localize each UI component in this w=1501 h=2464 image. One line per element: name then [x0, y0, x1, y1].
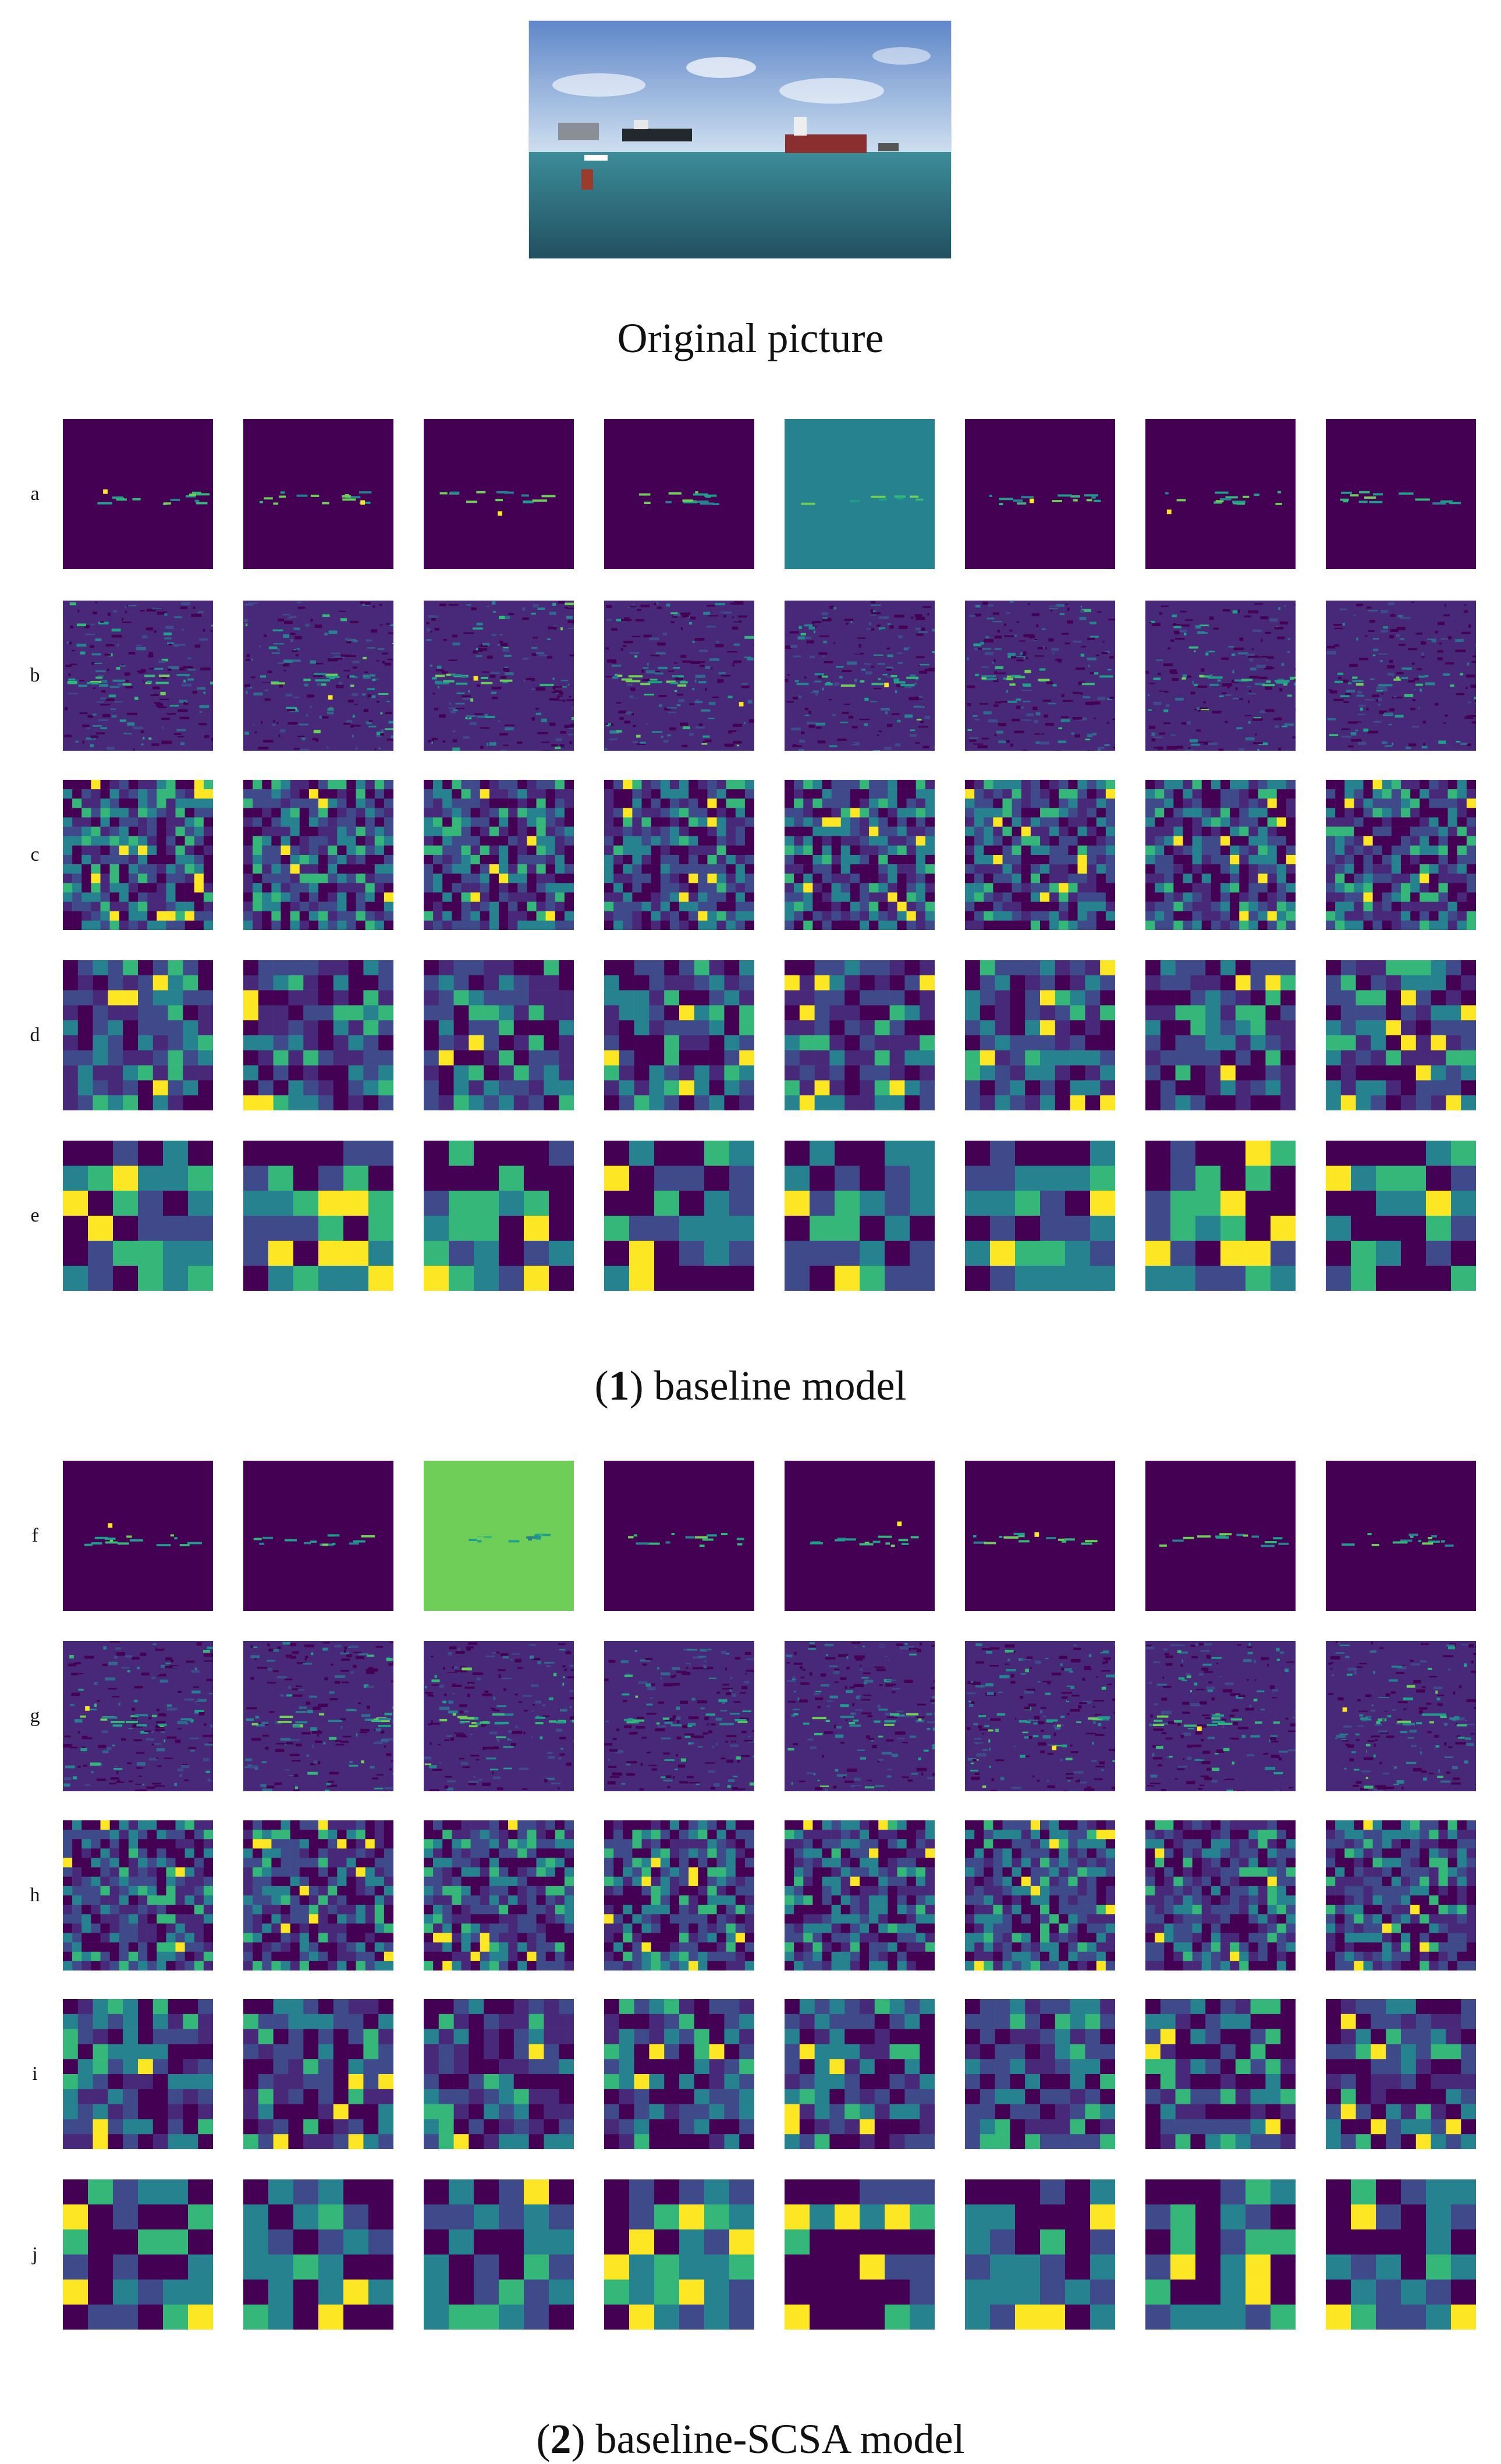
row-label-i: i [32, 2063, 38, 2085]
feature-map-e-1 [63, 1141, 213, 1291]
baseline-caption-number: 1 [608, 1362, 630, 1409]
feature-map-f-3 [424, 1461, 574, 1611]
feature-map-h-2 [243, 1820, 393, 1971]
baseline-caption-text: baseline model [654, 1362, 907, 1409]
row-label-g: g [30, 1705, 40, 1727]
row-label-h: h [30, 1884, 40, 1906]
feature-map-c-4 [604, 780, 754, 930]
feature-map-e-7 [1145, 1141, 1296, 1291]
feature-map-f-5 [785, 1461, 935, 1611]
feature-map-a-4 [604, 419, 754, 569]
feature-map-j-5 [785, 2179, 935, 2330]
feature-map-d-1 [63, 960, 213, 1110]
feature-map-b-8 [1326, 601, 1476, 751]
feature-map-c-2 [243, 780, 393, 930]
feature-map-g-6 [965, 1641, 1115, 1791]
feature-map-e-3 [424, 1141, 574, 1291]
ocean-ships-image [529, 21, 951, 258]
feature-map-d-5 [785, 960, 935, 1110]
feature-map-d-3 [424, 960, 574, 1110]
feature-map-j-8 [1326, 2179, 1476, 2330]
row-label-b: b [30, 665, 40, 686]
feature-map-g-3 [424, 1641, 574, 1791]
feature-map-b-4 [604, 601, 754, 751]
scsa-caption-text: baseline-SCSA model [595, 2416, 965, 2462]
feature-map-d-4 [604, 960, 754, 1110]
feature-map-e-5 [785, 1141, 935, 1291]
feature-map-c-5 [785, 780, 935, 930]
feature-map-g-1 [63, 1641, 213, 1791]
feature-map-j-2 [243, 2179, 393, 2330]
feature-map-e-8 [1326, 1141, 1476, 1291]
feature-map-j-1 [63, 2179, 213, 2330]
row-label-e: e [30, 1205, 40, 1226]
feature-map-e-4 [604, 1141, 754, 1291]
feature-map-j-6 [965, 2179, 1115, 2330]
original-picture-caption: Original picture [617, 315, 884, 361]
feature-map-e-6 [965, 1141, 1115, 1291]
feature-map-d-7 [1145, 960, 1296, 1110]
feature-map-i-6 [965, 1999, 1115, 2149]
feature-map-b-7 [1145, 601, 1296, 751]
feature-map-g-8 [1326, 1641, 1476, 1791]
feature-map-a-8 [1326, 419, 1476, 569]
feature-map-h-7 [1145, 1820, 1296, 1971]
feature-map-i-2 [243, 1999, 393, 2149]
feature-map-f-4 [604, 1461, 754, 1611]
feature-map-h-5 [785, 1820, 935, 1971]
feature-map-c-7 [1145, 780, 1296, 930]
row-label-f: f [31, 1525, 38, 1546]
feature-map-a-1 [63, 419, 213, 569]
feature-map-h-4 [604, 1820, 754, 1971]
feature-map-f-6 [965, 1461, 1115, 1611]
row-label-c: c [30, 844, 40, 865]
feature-map-j-4 [604, 2179, 754, 2330]
feature-map-h-8 [1326, 1820, 1476, 1971]
feature-map-d-8 [1326, 960, 1476, 1110]
feature-map-f-7 [1145, 1461, 1296, 1611]
feature-map-c-6 [965, 780, 1115, 930]
feature-map-a-7 [1145, 419, 1296, 569]
feature-map-h-1 [63, 1820, 213, 1971]
feature-map-d-6 [965, 960, 1115, 1110]
baseline-caption: (1) baseline model [594, 1362, 907, 1409]
row-label-a: a [30, 483, 40, 505]
feature-map-a-5 [785, 419, 935, 569]
feature-map-f-1 [63, 1461, 213, 1611]
row-label-d: d [30, 1024, 40, 1046]
feature-map-i-5 [785, 1999, 935, 2149]
row-label-j: j [32, 2243, 38, 2265]
feature-map-i-3 [424, 1999, 574, 2149]
feature-map-g-2 [243, 1641, 393, 1791]
feature-map-g-7 [1145, 1641, 1296, 1791]
feature-map-j-7 [1145, 2179, 1296, 2330]
feature-map-h-6 [965, 1820, 1115, 1971]
feature-map-g-4 [604, 1641, 754, 1791]
feature-map-b-3 [424, 601, 574, 751]
feature-map-h-3 [424, 1820, 574, 1971]
feature-map-f-2 [243, 1461, 393, 1611]
feature-map-g-5 [785, 1641, 935, 1791]
feature-map-i-4 [604, 1999, 754, 2149]
feature-map-c-1 [63, 780, 213, 930]
feature-map-e-2 [243, 1141, 393, 1291]
feature-map-i-8 [1326, 1999, 1476, 2149]
feature-map-b-1 [63, 601, 213, 751]
scsa-caption: (2) baseline-SCSA model [536, 2416, 965, 2462]
feature-map-a-2 [243, 419, 393, 569]
feature-map-d-2 [243, 960, 393, 1110]
feature-map-c-3 [424, 780, 574, 930]
feature-map-a-6 [965, 419, 1115, 569]
original-picture [528, 20, 952, 259]
feature-map-i-1 [63, 1999, 213, 2149]
feature-map-a-3 [424, 419, 574, 569]
feature-map-b-6 [965, 601, 1115, 751]
feature-map-f-8 [1326, 1461, 1476, 1611]
feature-map-i-7 [1145, 1999, 1296, 2149]
feature-map-b-2 [243, 601, 393, 751]
scsa-caption-number: 2 [550, 2416, 572, 2462]
feature-map-b-5 [785, 601, 935, 751]
feature-map-c-8 [1326, 780, 1476, 930]
feature-map-j-3 [424, 2179, 574, 2330]
